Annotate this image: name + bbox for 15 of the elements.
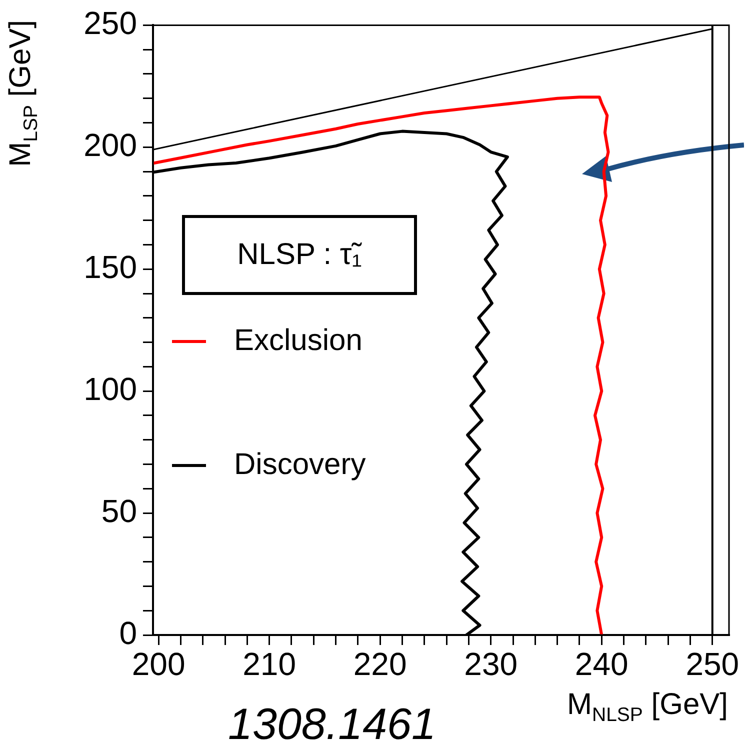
y-tick-label: 50 xyxy=(101,492,137,529)
y-tick-label: 100 xyxy=(84,370,137,407)
y-tick-label: 150 xyxy=(84,248,137,285)
text: 1308.1461 xyxy=(228,700,436,750)
x-tick-label: 210 xyxy=(242,646,296,682)
y-tick-label: 250 xyxy=(84,5,137,42)
x-tick-label: 240 xyxy=(574,646,628,682)
legend-label: Discovery xyxy=(234,448,366,482)
x-tick-label: 220 xyxy=(353,646,407,682)
annotation: NLSP : τ̃₁ xyxy=(182,215,417,295)
x-tick-label: 230 xyxy=(464,646,518,682)
y-tick-label: 200 xyxy=(84,126,137,163)
legend-label: Exclusion xyxy=(234,324,362,358)
x-tick-label: 250 xyxy=(686,646,740,682)
x-axis-title: M$_{NLSP}$ [GeV] xyxy=(567,688,728,727)
